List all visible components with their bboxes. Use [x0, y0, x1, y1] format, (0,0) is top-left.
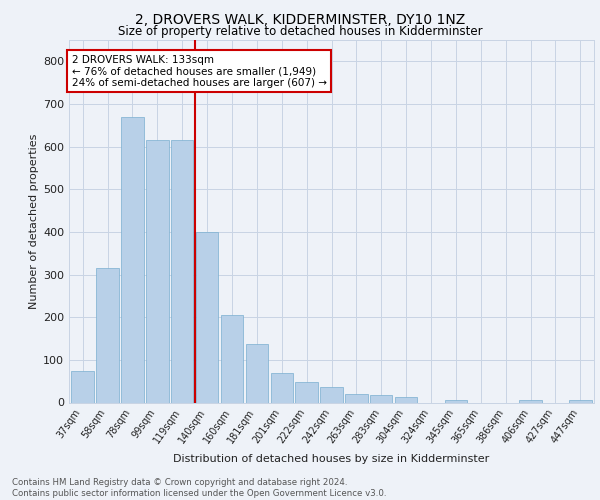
Bar	[520, 400, 542, 402]
Bar	[395, 398, 418, 402]
X-axis label: Distribution of detached houses by size in Kidderminster: Distribution of detached houses by size …	[173, 454, 490, 464]
Text: 2 DROVERS WALK: 133sqm
← 76% of detached houses are smaller (1,949)
24% of semi-: 2 DROVERS WALK: 133sqm ← 76% of detached…	[71, 54, 326, 88]
Bar	[196, 232, 218, 402]
Y-axis label: Number of detached properties: Number of detached properties	[29, 134, 39, 309]
Text: Size of property relative to detached houses in Kidderminster: Size of property relative to detached ho…	[118, 25, 482, 38]
Bar	[245, 344, 268, 403]
Bar	[569, 400, 592, 402]
Bar	[221, 315, 243, 402]
Bar	[146, 140, 169, 402]
Text: Contains HM Land Registry data © Crown copyright and database right 2024.
Contai: Contains HM Land Registry data © Crown c…	[12, 478, 386, 498]
Bar	[445, 400, 467, 402]
Bar	[271, 372, 293, 402]
Bar	[171, 140, 193, 402]
Bar	[295, 382, 318, 402]
Bar	[345, 394, 368, 402]
Bar	[370, 395, 392, 402]
Bar	[320, 386, 343, 402]
Bar	[121, 117, 143, 403]
Bar	[71, 370, 94, 402]
Text: 2, DROVERS WALK, KIDDERMINSTER, DY10 1NZ: 2, DROVERS WALK, KIDDERMINSTER, DY10 1NZ	[135, 12, 465, 26]
Bar	[97, 268, 119, 402]
